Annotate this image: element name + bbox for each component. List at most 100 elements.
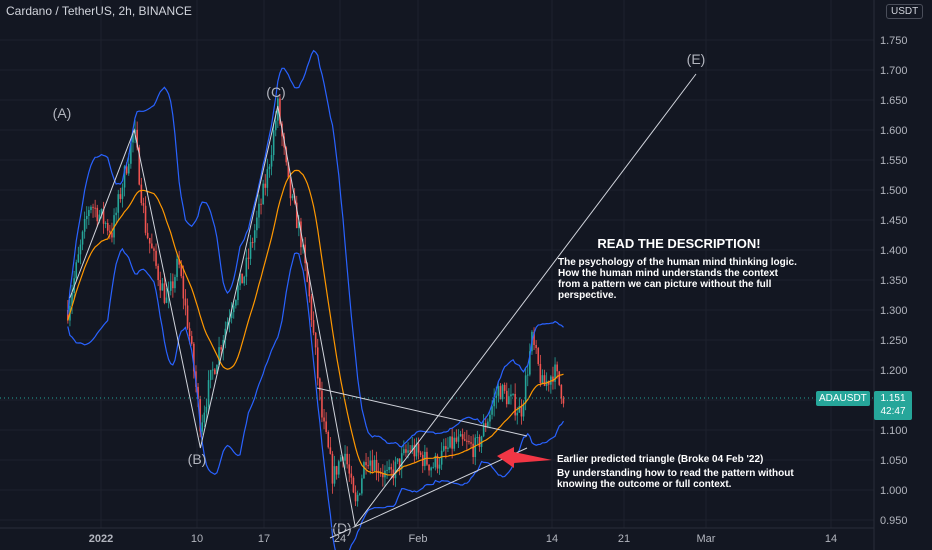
candle-body — [388, 466, 390, 470]
candle-body — [552, 376, 554, 382]
candle-body — [306, 263, 309, 282]
candle-body — [442, 446, 445, 451]
candle-body — [510, 394, 512, 397]
candle-body — [361, 478, 363, 494]
candle-body — [310, 296, 313, 321]
candle-body — [554, 364, 556, 382]
indicators — [0, 49, 874, 550]
candle-body — [264, 183, 267, 188]
candle-body — [321, 390, 323, 418]
candle-body — [476, 437, 479, 439]
candle-body — [136, 129, 138, 148]
candle-body — [207, 380, 210, 407]
candle-body — [205, 406, 208, 413]
x-tick-label: Feb — [409, 533, 428, 545]
candle-body — [533, 331, 535, 345]
candle-body — [415, 443, 418, 457]
candle-body — [319, 378, 321, 391]
candle-body — [203, 412, 206, 423]
candle-body — [365, 462, 367, 466]
description-heading: READ THE DESCRIPTION! — [597, 236, 760, 251]
candle-body — [497, 386, 500, 396]
candle-body — [197, 386, 199, 400]
candle-body — [295, 202, 298, 229]
currency-unit-button[interactable]: USDT — [886, 4, 924, 19]
candle-body — [88, 210, 90, 217]
candle-body — [539, 363, 542, 384]
candle-body — [466, 440, 468, 442]
candle-body — [373, 459, 376, 471]
x-tick-label: 14 — [546, 533, 558, 545]
x-tick-label: 17 — [258, 533, 270, 545]
candle-body — [512, 393, 514, 395]
candle-body — [161, 283, 164, 291]
candle-body — [543, 375, 546, 386]
candle-body — [199, 399, 201, 432]
candle-body — [279, 98, 281, 124]
candle-body — [487, 421, 489, 428]
candle-body — [392, 469, 395, 479]
candle-body — [560, 384, 563, 399]
candle-body — [96, 207, 99, 222]
candle-body — [432, 467, 435, 469]
candle-body — [514, 393, 516, 416]
candle-body — [350, 473, 353, 478]
candle-body — [331, 453, 334, 484]
candle-body — [138, 147, 141, 185]
candle-body — [516, 412, 519, 416]
candle-body — [100, 209, 103, 215]
candle-body — [90, 206, 92, 211]
candle-body — [289, 177, 292, 199]
candle-body — [421, 454, 424, 467]
y-tick-label: 1.200 — [880, 365, 908, 377]
candle-body — [447, 447, 449, 449]
candle-body — [81, 231, 84, 245]
description-line-1: The psychology of the human mind thinkin… — [558, 257, 797, 268]
candle-body — [277, 98, 279, 121]
wave-label: (E) — [687, 51, 706, 67]
candle-body — [428, 464, 430, 471]
candle-body — [180, 264, 183, 277]
candle-body — [526, 374, 529, 376]
candle-body — [249, 242, 252, 259]
candle-body — [524, 375, 527, 404]
candle-body — [226, 321, 229, 329]
candle-body — [190, 336, 193, 344]
candle-body — [216, 364, 218, 374]
candle-body — [314, 332, 317, 348]
x-tick-label: 10 — [191, 533, 203, 545]
candle-body — [274, 120, 277, 131]
candle-body — [457, 436, 460, 442]
triangle-arrow — [497, 447, 552, 468]
candle-body — [413, 445, 416, 457]
wave-label: (B) — [188, 451, 207, 467]
candle-body — [508, 396, 510, 405]
candle-body — [445, 446, 447, 449]
candle-body — [102, 209, 105, 224]
candle-body — [270, 155, 273, 167]
candle-body — [123, 166, 126, 188]
y-tick-label: 1.550 — [880, 155, 908, 167]
candle-body — [390, 466, 393, 470]
annotations: READ THE DESCRIPTION! The psychology of … — [557, 236, 797, 490]
candle-body — [337, 461, 340, 475]
candle-body — [111, 232, 113, 238]
candle-body — [230, 312, 233, 318]
candle-body — [474, 437, 477, 458]
candle-body — [142, 203, 145, 206]
candle-body — [186, 305, 189, 329]
candle-body — [545, 381, 548, 386]
candle-body — [94, 207, 96, 209]
candle-body — [209, 370, 212, 381]
candle-body — [115, 212, 117, 216]
triangle-lower-line — [329, 447, 528, 539]
candle-body — [157, 265, 159, 281]
candle-body — [344, 453, 346, 461]
candle-body — [188, 328, 191, 337]
candle-body — [430, 467, 432, 471]
candle-body — [556, 364, 558, 372]
symbol-badge: ADAUSDT — [816, 391, 870, 406]
candle-body — [535, 344, 537, 349]
candle-body — [495, 395, 498, 399]
